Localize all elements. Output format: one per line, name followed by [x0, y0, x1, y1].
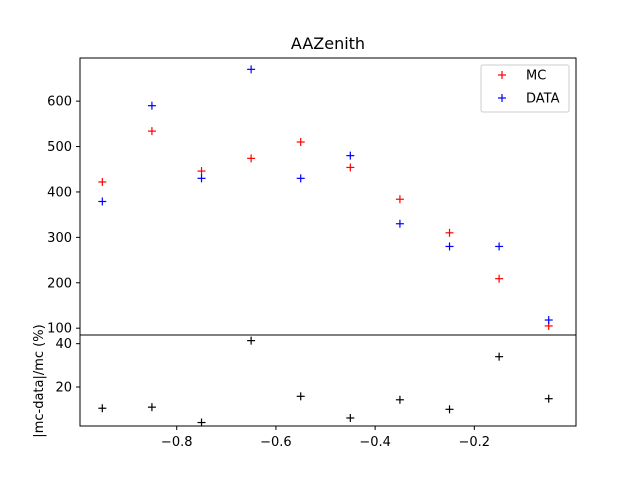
main-point-data: [247, 65, 256, 74]
ratio-xtick-label: −0.4: [359, 435, 391, 450]
legend-label-mc: MC: [526, 69, 546, 84]
main-series-mc: [98, 127, 553, 330]
ratio-ylabel: |mc-data|/mc (%): [32, 324, 47, 437]
main-point-mc: [346, 163, 355, 172]
legend-marker-mc: [498, 71, 506, 79]
legend-item-data: DATA: [498, 92, 560, 107]
main-ytick-label: 600: [47, 95, 72, 110]
ratio-point-series-0: [395, 395, 404, 404]
legend: MC DATA: [480, 64, 570, 113]
main-point-data: [98, 197, 107, 206]
main-point-data: [495, 242, 504, 251]
main-point-data: [147, 101, 156, 110]
ratio-point-series-0: [98, 404, 107, 413]
main-point-mc: [147, 127, 156, 136]
ratio-ytick-label: 40: [55, 337, 72, 352]
main-point-mc: [395, 195, 404, 204]
main-ytick-label: 500: [47, 140, 72, 155]
main-point-mc: [445, 228, 454, 237]
main-ytick-label: 400: [47, 185, 72, 200]
main-point-data: [296, 174, 305, 183]
legend-frame: [480, 64, 570, 113]
main-ytick-label: 300: [47, 231, 72, 246]
ratio-point-series-0: [197, 418, 206, 427]
main-point-mc: [296, 138, 305, 147]
ratio-xtick-label: −0.2: [459, 435, 491, 450]
ratio-point-series-0: [147, 403, 156, 412]
ratio-point-series-0: [247, 336, 256, 345]
ratio-ytick-label: 20: [55, 381, 72, 396]
main-point-data: [346, 151, 355, 160]
main-point-mc: [495, 274, 504, 283]
legend-item-mc: MC: [498, 69, 546, 84]
ratio-series-series-0: [98, 336, 553, 427]
legend-marker-data: [498, 94, 506, 102]
ratio-axes: 20 40 −0.8 −0.6 −0.4 −0.2: [55, 334, 577, 450]
main-ytick-label: 200: [47, 276, 72, 291]
main-series-data: [98, 65, 553, 325]
ratio-point-series-0: [445, 405, 454, 414]
ratio-point-series-0: [495, 352, 504, 361]
main-point-data: [197, 174, 206, 183]
legend-label-data: DATA: [526, 92, 560, 107]
main-point-data: [445, 242, 454, 251]
ratio-point-series-0: [296, 392, 305, 401]
chart-title: AAZenith: [291, 34, 365, 53]
main-point-mc: [247, 154, 256, 163]
ratio-axes-frame: [79, 334, 577, 427]
main-point-mc: [98, 177, 107, 186]
ratio-xtick-label: −0.8: [161, 435, 193, 450]
ratio-point-series-0: [346, 413, 355, 422]
main-ytick-label: 100: [47, 322, 72, 337]
main-point-data: [544, 316, 553, 325]
main-point-mc: [197, 167, 206, 176]
ratio-xtick-label: −0.6: [260, 435, 292, 450]
main-point-data: [395, 219, 404, 228]
ratio-point-series-0: [544, 394, 553, 403]
